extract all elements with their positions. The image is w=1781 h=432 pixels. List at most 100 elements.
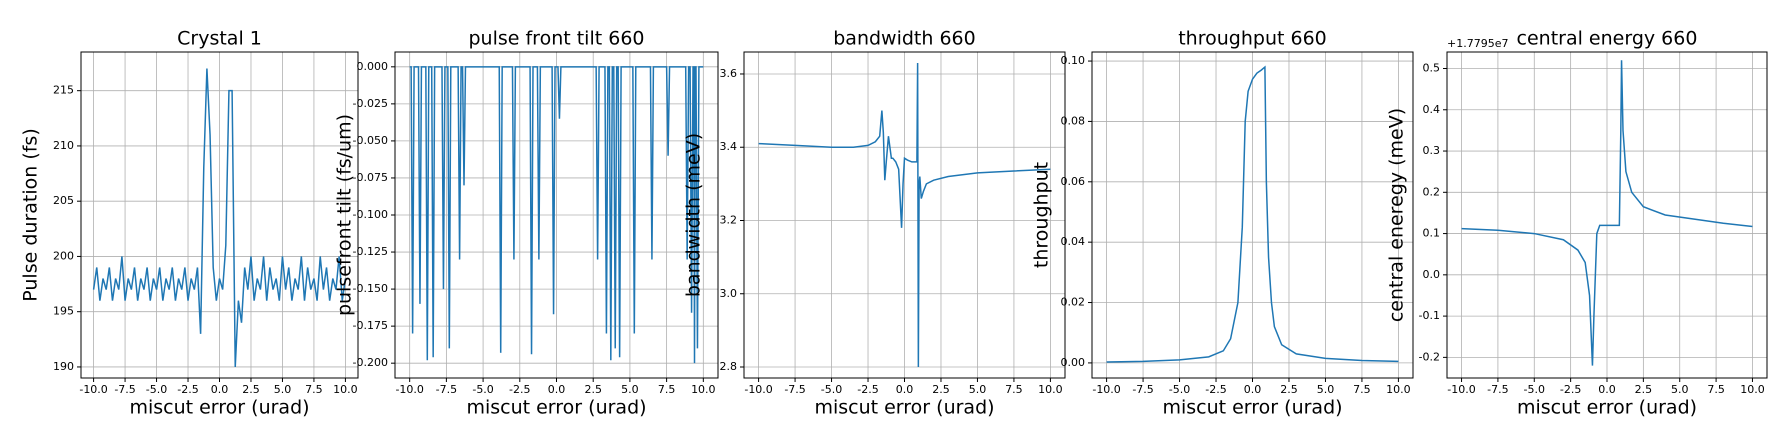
x-tick-label: -7.5: [784, 383, 805, 396]
x-tick-label: 7.5: [1005, 383, 1023, 396]
x-tick-label: 10.0: [1740, 383, 1765, 396]
x-tick-label: 0.0: [211, 383, 229, 396]
data-line: [1461, 60, 1753, 366]
x-tick-label: 5.0: [1317, 383, 1335, 396]
chart-title: pulse front tilt 660: [468, 28, 644, 50]
axes-frame: [743, 51, 1066, 379]
y-tick-label: -0.125: [353, 245, 388, 258]
y-tick-label: 0.0: [1423, 268, 1441, 281]
y-tick-label: -0.100: [353, 208, 388, 221]
y-tick-label: 0.3: [1423, 144, 1441, 157]
y-tick-label: -0.150: [353, 282, 388, 295]
x-tick-label: -7.5: [436, 383, 457, 396]
y-tick-label: 0.04: [1061, 235, 1086, 248]
y-tick-label: -0.175: [353, 319, 388, 332]
x-tick-label: -10.0: [1092, 383, 1120, 396]
x-tick-label: 2.5: [584, 383, 602, 396]
y-tick-label: 2.8: [720, 360, 738, 373]
x-tick-label: -10.0: [744, 383, 772, 396]
x-tick-label: 0.0: [1244, 383, 1262, 396]
y-tick-label: 190: [53, 360, 74, 373]
y-tick-label: 0.08: [1061, 114, 1086, 127]
y-tick-label: 0.2: [1423, 185, 1441, 198]
x-tick-label: 2.5: [242, 383, 260, 396]
x-tick-label: -10.0: [395, 383, 423, 396]
data-line: [1106, 65, 1399, 363]
y-tick-label: 205: [53, 194, 74, 207]
x-tick-label: 5.0: [969, 383, 987, 396]
x-tick-label: 2.5: [932, 383, 950, 396]
y-axis-label: central eneregy (meV): [1386, 108, 1408, 322]
x-tick-label: -10.0: [79, 383, 107, 396]
y-tick-label: 195: [53, 305, 74, 318]
x-tick-label: 2.5: [1280, 383, 1298, 396]
x-tick-label: 7.5: [305, 383, 323, 396]
x-tick-label: -5.0: [1169, 383, 1190, 396]
y-tick-label: -0.050: [353, 134, 388, 147]
y-tick-label: 0.02: [1061, 296, 1086, 309]
x-tick-label: 10.0: [691, 383, 716, 396]
x-tick-label: -2.5: [509, 383, 530, 396]
x-tick-label: -5.0: [1524, 383, 1545, 396]
y-tick-label: 0.10: [1061, 54, 1086, 67]
x-tick-label: 10.0: [1038, 383, 1063, 396]
x-tick-label: -2.5: [1560, 383, 1581, 396]
axes-frame: [1091, 51, 1414, 379]
y-tick-label: 0.5: [1423, 62, 1441, 75]
x-tick-label: -7.5: [114, 383, 135, 396]
y-tick-label: 0.06: [1061, 175, 1086, 188]
x-tick-label: -5.0: [472, 383, 493, 396]
x-tick-label: 2.5: [1635, 383, 1653, 396]
y-tick-label: 210: [53, 139, 74, 152]
x-tick-label: 7.5: [1353, 383, 1371, 396]
x-axis-label: miscut error (urad): [466, 397, 646, 419]
y-axis-label: pulsefront tilt (fs/um): [334, 114, 356, 316]
y-tick-label: -0.1: [1419, 309, 1440, 322]
x-tick-label: -5.0: [146, 383, 167, 396]
x-tick-label: 0.0: [896, 383, 914, 396]
x-tick-label: -7.5: [1487, 383, 1508, 396]
y-axis-label: throughput: [1031, 162, 1053, 268]
y-tick-label: 3.4: [720, 140, 738, 153]
y-tick-label: 215: [53, 84, 74, 97]
axes-frame: [80, 51, 359, 379]
y-offset-label: +1.7795e7: [1447, 37, 1508, 50]
chart-title: Crystal 1: [177, 28, 262, 50]
x-tick-label: -7.5: [1132, 383, 1153, 396]
y-tick-label: -0.200: [353, 356, 388, 369]
x-tick-label: -2.5: [857, 383, 878, 396]
x-tick-label: 10.0: [333, 383, 358, 396]
y-axis-label: Pulse duration (fs): [20, 128, 42, 301]
x-axis-label: miscut error (urad): [129, 397, 309, 419]
y-tick-label: 0.000: [357, 60, 389, 73]
y-tick-label: -0.2: [1419, 350, 1440, 363]
data-line: [92, 68, 347, 367]
y-tick-label: -0.075: [353, 171, 388, 184]
x-tick-label: -10.0: [1447, 383, 1475, 396]
x-tick-label: -2.5: [1205, 383, 1226, 396]
data-line: [758, 62, 1051, 368]
chart-title: bandwidth 660: [833, 28, 975, 50]
x-axis-label: miscut error (urad): [1162, 397, 1342, 419]
x-axis-label: miscut error (urad): [814, 397, 994, 419]
y-tick-label: 200: [53, 249, 74, 262]
y-tick-label: 3.2: [720, 213, 738, 226]
y-tick-label: 0.00: [1061, 356, 1086, 369]
y-tick-label: -0.025: [353, 97, 388, 110]
axes-frame: [1446, 51, 1768, 379]
x-tick-label: -2.5: [177, 383, 198, 396]
y-tick-label: 0.1: [1423, 227, 1441, 240]
axes-frame: [394, 51, 719, 379]
y-tick-label: 3.0: [720, 287, 738, 300]
x-tick-label: 0.0: [548, 383, 566, 396]
y-tick-label: 0.4: [1423, 103, 1441, 116]
x-axis-label: miscut error (urad): [1517, 397, 1697, 419]
y-axis-label: bandwidth (meV): [683, 133, 705, 297]
x-tick-label: -5.0: [821, 383, 842, 396]
x-tick-label: 5.0: [621, 383, 639, 396]
chart-title: throughput 660: [1178, 28, 1327, 50]
data-line: [409, 66, 704, 364]
x-tick-label: 7.5: [1707, 383, 1725, 396]
x-tick-label: 5.0: [274, 383, 292, 396]
